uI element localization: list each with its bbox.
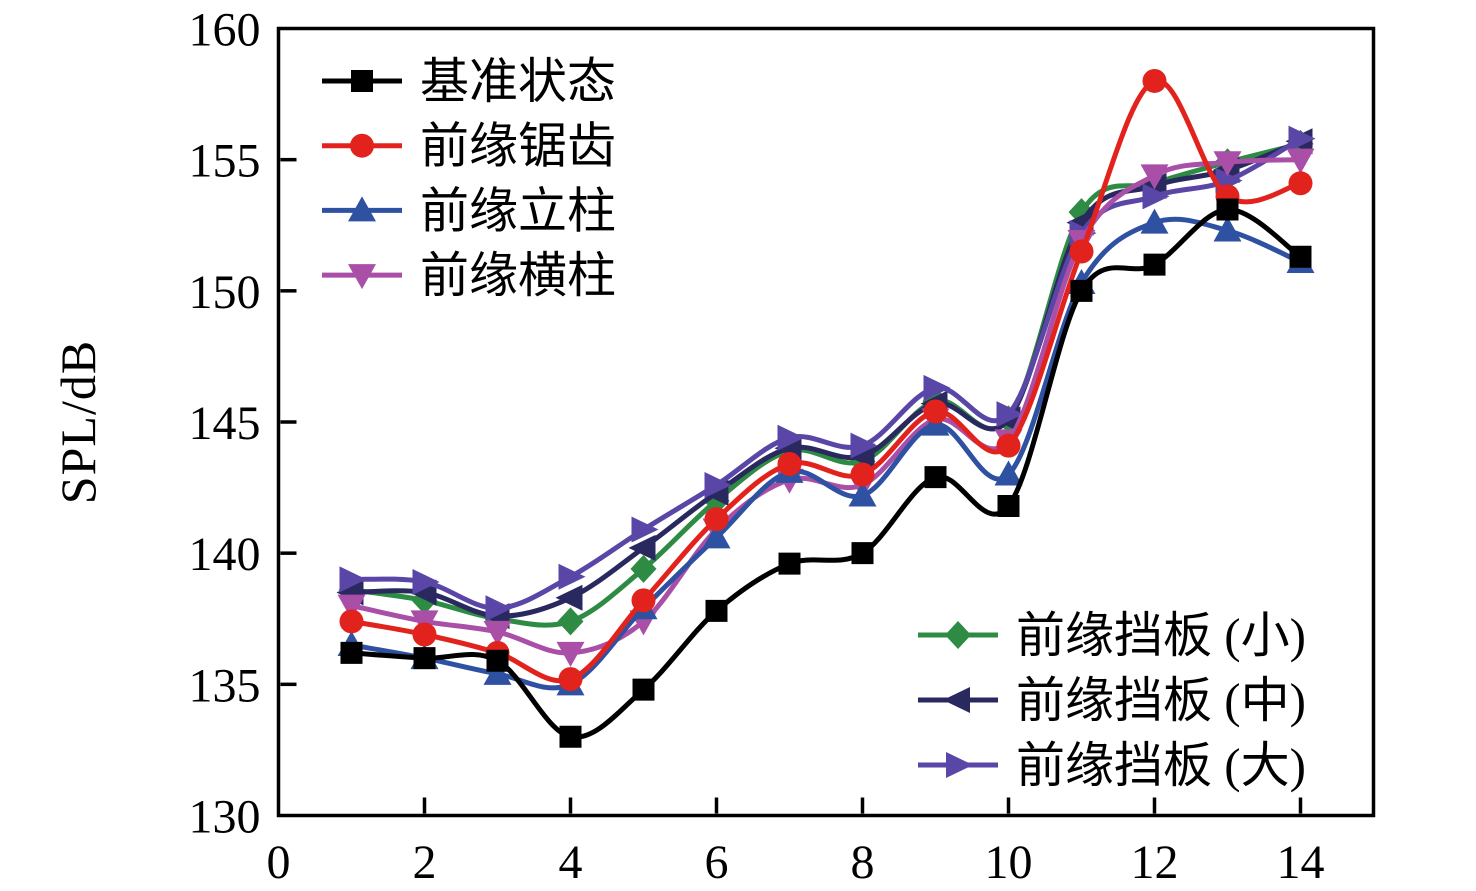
leading-edge-baffle-large-marker <box>339 566 367 593</box>
y-tick-label: 135 <box>189 659 261 712</box>
x-tick-label: 2 <box>413 836 437 889</box>
leading-edge-baffle-large-marker <box>850 432 878 459</box>
leading-edge-crossbar-marker <box>556 641 585 667</box>
baseline-marker <box>413 647 436 670</box>
leading-edge-serration-marker <box>923 399 948 424</box>
series-leading-edge-baffle-large <box>339 125 1316 622</box>
leading-edge-crossbar-marker <box>1213 151 1242 177</box>
legend-item-leading-edge-column: 前缘立柱 <box>322 183 616 238</box>
legend-label: 前缘立柱 <box>420 183 616 238</box>
leading-edge-crossbar-marker <box>1286 148 1315 174</box>
y-tick-label: 150 <box>189 266 261 319</box>
leading-edge-crossbar-marker <box>337 594 366 620</box>
leading-edge-serration-marker <box>1142 68 1167 93</box>
legend-label: 前缘挡板 (中) <box>1016 673 1306 728</box>
leading-edge-baffle-medium-legend-marker <box>943 687 970 713</box>
legend-item-leading-edge-crossbar: 前缘横柱 <box>322 248 616 303</box>
legend-item-leading-edge-serration: 前缘锯齿 <box>322 119 616 174</box>
leading-edge-serration-marker <box>777 451 802 476</box>
legend-item-leading-edge-baffle-large: 前缘挡板 (大) <box>918 738 1306 793</box>
leading-edge-serration-marker <box>1288 171 1313 196</box>
x-tick-label: 14 <box>1277 836 1325 889</box>
x-tick-label: 12 <box>1131 836 1179 889</box>
leading-edge-serration-marker <box>631 588 656 613</box>
baseline-marker <box>924 466 947 489</box>
y-tick-label: 155 <box>189 135 261 188</box>
series-baseline <box>340 198 1312 748</box>
plot-frame <box>276 26 1376 818</box>
baseline-marker <box>851 542 874 565</box>
baseline-marker <box>705 599 728 622</box>
leading-edge-baffle-small-marker <box>557 607 584 636</box>
leading-edge-baffle-large-marker <box>412 569 440 596</box>
series-leading-edge-column-line <box>349 216 1303 691</box>
baseline-marker <box>778 552 801 575</box>
leading-edge-baffle-large-marker <box>1288 125 1316 152</box>
leading-edge-baffle-small-marker <box>630 554 657 583</box>
leading-edge-serration-marker <box>704 507 729 532</box>
leading-edge-baffle-large-legend-marker <box>946 752 973 778</box>
leading-edge-column-marker <box>702 523 731 549</box>
leading-edge-serration-marker <box>558 667 583 692</box>
legend-label: 前缘横柱 <box>420 248 616 303</box>
leading-edge-crossbar-marker <box>1140 164 1169 190</box>
legend-label: 前缘挡板 (小) <box>1016 608 1306 663</box>
baseline-marker <box>632 678 655 701</box>
leading-edge-serration-marker <box>850 462 875 487</box>
baseline-marker <box>1289 245 1312 268</box>
legend-item-baseline: 基准状态 <box>322 54 616 109</box>
x-tick-label: 0 <box>267 836 291 889</box>
baseline-marker <box>1070 279 1093 302</box>
leading-edge-baffle-large-marker <box>704 471 732 498</box>
leading-edge-column-marker <box>994 460 1023 486</box>
y-tick-label: 160 <box>189 4 261 57</box>
leading-edge-crossbar-marker <box>483 620 512 646</box>
leading-edge-serration-marker <box>1069 239 1094 264</box>
leading-edge-baffle-large-marker <box>1142 183 1170 210</box>
baseline-marker <box>486 649 509 672</box>
leading-edge-baffle-small-legend-marker <box>945 621 971 649</box>
legend-label: 基准状态 <box>420 54 616 109</box>
baseline-marker <box>1216 198 1239 221</box>
x-tick-label: 8 <box>851 836 875 889</box>
leading-edge-baffle-medium-marker <box>628 534 656 561</box>
baseline-marker <box>340 641 363 664</box>
leading-edge-column-marker <box>483 659 512 685</box>
leading-edge-baffle-large-marker <box>777 424 805 451</box>
y-tick-label: 130 <box>189 791 261 844</box>
baseline-marker <box>559 725 582 748</box>
legend-item-leading-edge-baffle-small: 前缘挡板 (小) <box>918 608 1306 663</box>
leading-edge-column-marker <box>1213 216 1242 242</box>
leading-edge-baffle-large-marker <box>923 374 951 401</box>
leading-edge-serration-marker <box>412 622 437 647</box>
legend-label: 前缘挡板 (大) <box>1016 738 1306 793</box>
leading-edge-crossbar-legend-marker <box>348 264 376 290</box>
leading-edge-serration-marker <box>996 433 1021 458</box>
leading-edge-column-legend-marker <box>348 196 376 222</box>
baseline-marker <box>1143 253 1166 276</box>
baseline-marker <box>997 494 1020 517</box>
y-axis-title: SPL/dB <box>50 339 106 505</box>
x-tick-label: 6 <box>705 836 729 889</box>
leading-edge-column-marker <box>848 481 877 507</box>
leading-edge-baffle-large-marker <box>631 516 659 543</box>
leading-edge-baffle-medium-marker <box>555 584 583 611</box>
y-tick-label: 140 <box>189 528 261 581</box>
legend-bottom-right: 前缘挡板 (小) 前缘挡板 (中) 前缘挡板 (大) <box>918 608 1306 793</box>
leading-edge-serration-legend-marker <box>350 133 374 158</box>
leading-edge-baffle-large-marker <box>558 563 586 590</box>
leading-edge-baffle-large-marker <box>485 595 513 622</box>
leading-edge-baffle-large-marker <box>996 401 1024 428</box>
leading-edge-column-marker <box>1140 208 1169 234</box>
y-tick-label: 145 <box>189 397 261 450</box>
legend-item-leading-edge-baffle-medium: 前缘挡板 (中) <box>918 673 1306 728</box>
x-tick-label: 10 <box>985 836 1033 889</box>
legend-label: 前缘锯齿 <box>420 119 616 174</box>
leading-edge-serration-marker <box>339 609 364 634</box>
x-tick-label: 4 <box>559 836 583 889</box>
baseline-legend-marker <box>351 70 373 92</box>
